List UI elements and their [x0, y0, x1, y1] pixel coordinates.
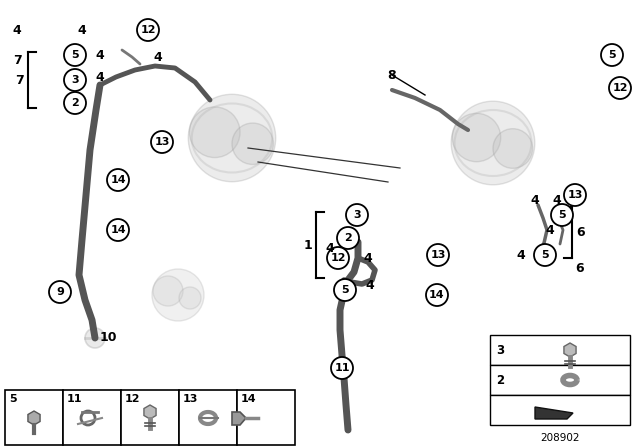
Text: 14: 14 [241, 394, 257, 404]
Circle shape [426, 284, 448, 306]
Circle shape [427, 244, 449, 266]
Text: 6: 6 [576, 226, 584, 239]
Text: 4: 4 [154, 51, 163, 64]
Bar [5, 390, 63, 445]
Circle shape [601, 44, 623, 66]
Circle shape [188, 94, 276, 182]
Text: 5: 5 [341, 285, 349, 295]
Text: 13: 13 [430, 250, 445, 260]
Text: 13: 13 [154, 137, 170, 147]
Text: 6: 6 [576, 262, 584, 275]
Circle shape [189, 107, 240, 158]
Text: 13: 13 [567, 190, 582, 200]
Circle shape [493, 129, 532, 168]
Bar [237, 390, 295, 445]
Polygon shape [564, 343, 576, 357]
Text: 14: 14 [110, 225, 126, 235]
Text: 4: 4 [365, 279, 374, 292]
Polygon shape [535, 407, 573, 419]
Circle shape [331, 357, 353, 379]
Text: 12: 12 [125, 394, 141, 404]
Text: 9: 9 [56, 287, 64, 297]
Circle shape [64, 44, 86, 66]
Text: 11: 11 [334, 363, 349, 373]
Text: 208902: 208902 [540, 433, 580, 443]
Text: 5: 5 [558, 210, 566, 220]
Bar [490, 395, 630, 425]
Text: 3: 3 [71, 75, 79, 85]
Circle shape [179, 287, 201, 309]
Text: 2: 2 [344, 233, 352, 243]
Text: 4: 4 [546, 224, 554, 237]
Text: 12: 12 [330, 253, 346, 263]
Bar [121, 390, 179, 445]
Bar [490, 335, 630, 365]
Circle shape [85, 328, 105, 348]
Circle shape [64, 92, 86, 114]
Text: 2: 2 [496, 374, 504, 387]
Circle shape [609, 77, 631, 99]
Circle shape [534, 244, 556, 266]
Text: 4: 4 [95, 70, 104, 83]
Text: 1: 1 [303, 238, 312, 251]
Circle shape [153, 276, 183, 306]
Text: 5: 5 [608, 50, 616, 60]
Text: 13: 13 [183, 394, 198, 404]
Text: 7: 7 [13, 53, 22, 66]
Text: 4: 4 [531, 194, 540, 207]
Text: 14: 14 [110, 175, 126, 185]
Circle shape [346, 204, 368, 226]
Polygon shape [232, 412, 246, 425]
Polygon shape [28, 411, 40, 425]
Text: 12: 12 [612, 83, 628, 93]
Circle shape [107, 219, 129, 241]
Bar [63, 390, 121, 445]
Circle shape [152, 269, 204, 321]
Circle shape [337, 227, 359, 249]
Text: 14: 14 [429, 290, 445, 300]
Text: 4: 4 [13, 23, 21, 36]
Circle shape [107, 169, 129, 191]
Text: 5: 5 [541, 250, 549, 260]
Circle shape [232, 123, 273, 164]
Circle shape [334, 279, 356, 301]
Text: 3: 3 [353, 210, 361, 220]
Text: 4: 4 [516, 249, 525, 262]
Text: 5: 5 [71, 50, 79, 60]
Circle shape [564, 184, 586, 206]
Text: 4: 4 [326, 241, 334, 254]
Text: 4: 4 [552, 194, 561, 207]
Text: 3: 3 [496, 344, 504, 357]
Text: 12: 12 [140, 25, 156, 35]
Text: 5: 5 [9, 394, 17, 404]
Text: 11: 11 [67, 394, 83, 404]
Circle shape [327, 247, 349, 269]
Bar [490, 365, 630, 395]
Circle shape [64, 69, 86, 91]
Text: 7: 7 [15, 73, 24, 86]
Circle shape [451, 101, 535, 185]
Text: 8: 8 [388, 69, 396, 82]
Text: 2: 2 [71, 98, 79, 108]
Text: 10: 10 [99, 331, 116, 344]
Circle shape [137, 19, 159, 41]
Circle shape [49, 281, 71, 303]
Bar [179, 390, 237, 445]
Circle shape [551, 204, 573, 226]
Text: 4: 4 [77, 23, 86, 36]
Circle shape [151, 131, 173, 153]
Polygon shape [144, 405, 156, 419]
Text: 4: 4 [95, 48, 104, 61]
Circle shape [452, 113, 500, 162]
Text: 4: 4 [364, 251, 372, 264]
